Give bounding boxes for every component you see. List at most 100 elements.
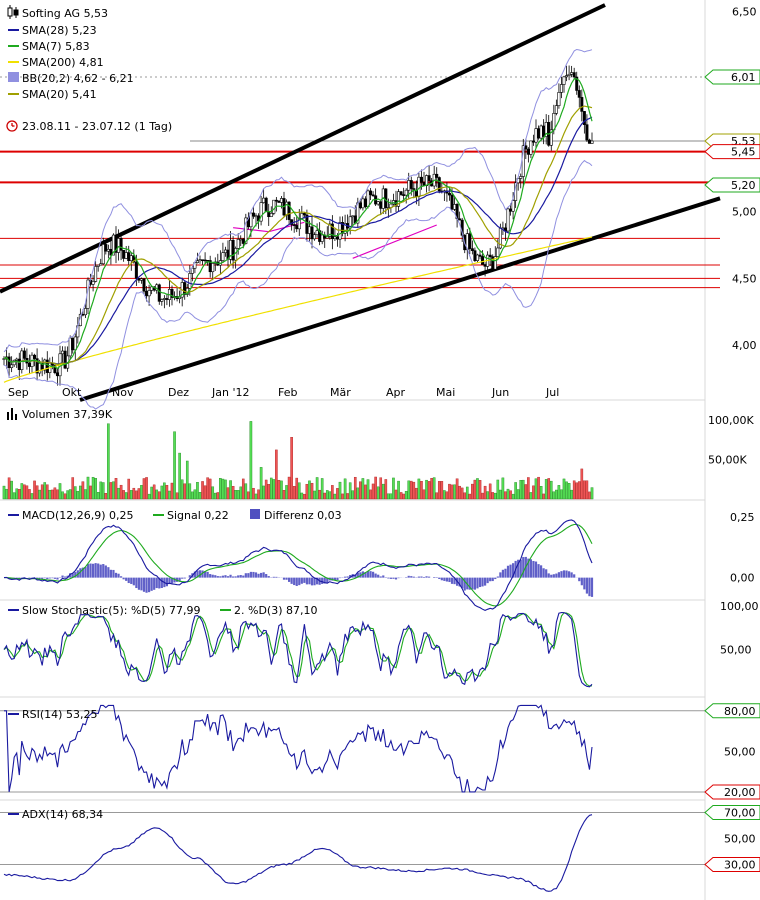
- rsi-y-tick: 50,00: [724, 745, 756, 758]
- candle-body: [251, 212, 255, 217]
- volume-bar: [555, 489, 558, 500]
- volume-bar: [348, 482, 352, 500]
- x-axis-label: Nov: [112, 386, 134, 399]
- legend-sma28: SMA(28) 5,23: [22, 24, 97, 37]
- macd-histogram-bar: [160, 577, 163, 589]
- legend-markers: [6, 5, 260, 815]
- candle-body: [73, 336, 77, 351]
- stochastic-panel: 100,00 50,00: [3, 600, 759, 688]
- macd-histogram-bar: [343, 576, 347, 578]
- macd-histogram-bar: [170, 577, 174, 584]
- macd-histogram-bar: [127, 577, 130, 584]
- macd-signal-legend: Signal 0,22: [167, 509, 229, 522]
- volume-bar: [588, 491, 591, 500]
- volume-title: Volumen 37,39K: [22, 408, 113, 421]
- macd-histogram-bar: [499, 572, 502, 578]
- volume-bar: [443, 490, 446, 500]
- candle-body: [45, 359, 49, 373]
- macd-histogram-bar: [433, 577, 436, 578]
- volume-bar: [86, 476, 90, 500]
- candle-body: [585, 124, 589, 141]
- macd-histogram-bar: [511, 563, 515, 578]
- candle-body: [590, 140, 594, 144]
- legend-sma7: SMA(7) 5,83: [22, 40, 90, 53]
- macd-histogram-bar: [387, 577, 390, 579]
- volume-bar: [567, 483, 571, 500]
- volume-bar: [51, 489, 54, 500]
- volume-bar: [7, 477, 11, 500]
- macd-histogram-bar: [99, 564, 102, 578]
- volume-bar: [201, 481, 204, 500]
- macd-histogram-bar: [506, 565, 510, 578]
- volume-bar: [397, 480, 400, 500]
- candle-body: [157, 284, 161, 302]
- candle-body: [203, 259, 207, 262]
- macd-line: [3, 519, 593, 612]
- volume-bar: [392, 477, 395, 500]
- volume-bar: [239, 486, 243, 500]
- macd-histogram-bar: [496, 576, 499, 578]
- price-tag-box: [704, 69, 760, 85]
- bollinger-upper-line: [3, 48, 593, 353]
- macd-histogram-bar: [420, 576, 423, 578]
- candle-body: [236, 239, 240, 249]
- candle-body: [201, 259, 205, 261]
- volume-bar: [175, 492, 179, 500]
- macd-histogram-bar: [43, 577, 46, 579]
- volume-bar: [117, 487, 120, 500]
- volume-bar: [509, 490, 512, 500]
- macd-histogram-bar: [165, 577, 169, 587]
- macd-histogram-bar: [224, 575, 227, 578]
- macd-histogram-bar: [89, 563, 92, 578]
- volume-bar: [420, 481, 423, 500]
- candle-body: [239, 238, 243, 241]
- macd-histogram-bar: [545, 569, 548, 578]
- macd-histogram-bar: [173, 577, 176, 583]
- volume-bar: [84, 489, 87, 500]
- candle-body: [529, 140, 533, 155]
- x-axis-label: Dez: [168, 386, 189, 399]
- date-range-label[interactable]: 23.08.11 - 23.07.12 (1 Tag): [22, 120, 172, 133]
- macd-histogram-bar: [226, 576, 230, 578]
- macd-histogram-bar: [178, 577, 181, 582]
- candle-body: [295, 225, 299, 230]
- sma28-line: [3, 116, 593, 365]
- candle-body: [279, 198, 283, 203]
- macd-histogram-bar: [188, 575, 191, 578]
- candle-body: [165, 298, 169, 300]
- candle-body: [453, 204, 457, 210]
- volume-bar: [295, 477, 299, 500]
- macd-histogram-bar: [290, 577, 293, 584]
- candle-body: [399, 191, 403, 195]
- macd-histogram-bar: [532, 560, 535, 578]
- volume-bar: [514, 482, 517, 500]
- candle-body: [262, 197, 266, 203]
- volume-bar: [58, 483, 62, 500]
- macd-histogram-bar: [377, 574, 380, 578]
- macd-histogram-bar: [323, 577, 326, 584]
- volume-bar: [473, 479, 477, 500]
- macd-histogram-bar: [272, 576, 275, 578]
- macd-histogram-bar: [567, 571, 571, 578]
- volume-bar: [145, 477, 148, 500]
- volume-bar: [343, 478, 347, 500]
- candle-body: [139, 278, 143, 281]
- macd-histogram-bar: [473, 577, 477, 590]
- volume-bar: [66, 490, 69, 500]
- macd-histogram-bar: [509, 564, 512, 578]
- macd-histogram-bar: [379, 576, 382, 578]
- candle-body: [376, 201, 380, 205]
- macd-histogram-bar: [287, 577, 291, 582]
- volume-bar: [468, 493, 472, 500]
- candle-body: [22, 350, 26, 359]
- macd-histogram-bar: [422, 576, 426, 578]
- rsi-level-label: 20,00: [724, 786, 756, 799]
- macd-histogram-bar: [196, 570, 199, 578]
- volume-bar: [402, 493, 405, 500]
- volume-bar: [219, 477, 222, 500]
- macd-histogram-bar: [369, 571, 372, 578]
- macd-histogram-bar: [580, 577, 583, 586]
- volume-bar: [147, 493, 151, 500]
- volume-bar: [478, 480, 482, 500]
- price-y-tick: 4,50: [732, 272, 757, 285]
